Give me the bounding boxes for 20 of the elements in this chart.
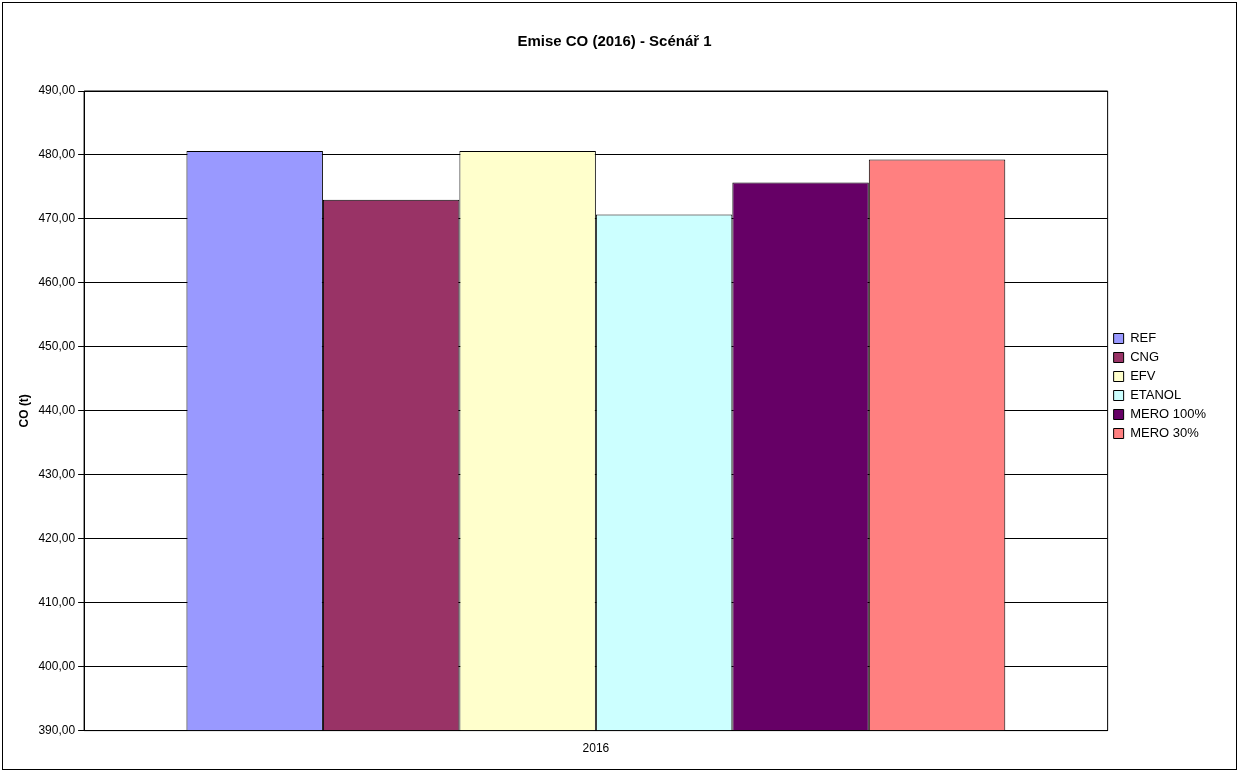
legend-label: MERO 30% [1130, 425, 1200, 441]
y-tick-label: 490,00 [38, 83, 76, 98]
legend-label: EFV [1130, 368, 1156, 384]
y-tick-label: 440,00 [38, 403, 76, 418]
chart-title: Emise CO (2016) - Scénář 1 [517, 32, 712, 50]
y-tick-label: 460,00 [38, 275, 76, 290]
y-tick-label: 420,00 [38, 531, 76, 546]
y-tick-label: 400,00 [38, 658, 76, 673]
legend-label: REF [1130, 330, 1157, 346]
legend-label: ETANOL [1130, 387, 1182, 403]
y-tick-label: 390,00 [38, 722, 76, 737]
legend-label: CNG [1130, 349, 1160, 365]
y-tick-label: 450,00 [38, 339, 76, 354]
y-tick-label: 410,00 [38, 594, 76, 609]
x-tick-label: 2016 [582, 741, 610, 756]
y-tick-label: 470,00 [38, 211, 76, 226]
y-tick-label: 430,00 [38, 467, 76, 482]
legend-label: MERO 100% [1130, 406, 1207, 422]
y-axis-title: CO (t) [16, 394, 31, 428]
y-tick-label: 480,00 [38, 147, 76, 162]
